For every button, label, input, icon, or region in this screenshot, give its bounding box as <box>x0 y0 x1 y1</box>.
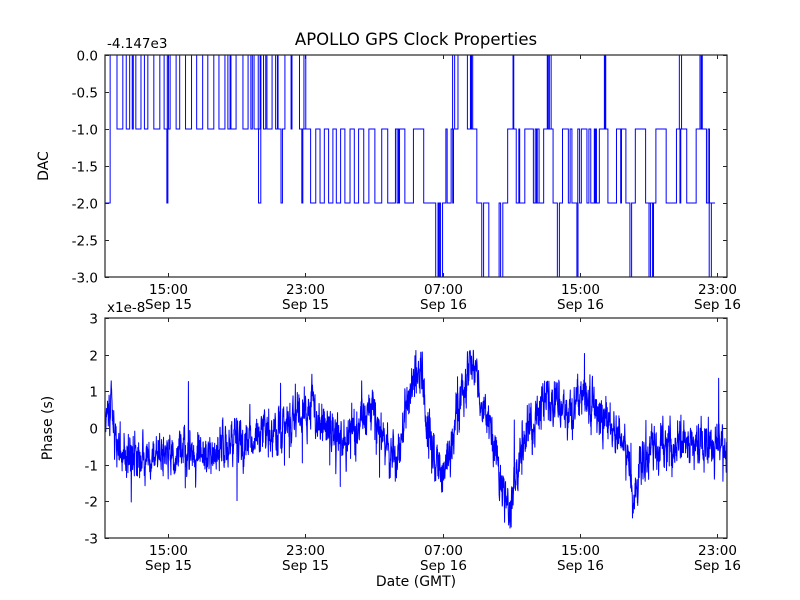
y-tick-label: -1.5 <box>72 160 98 176</box>
phase-panel: x1e-8 Phase (s) Date (GMT) 3 2 1 0 -1 -2 -3 15… <box>40 300 741 590</box>
y-tick-label: -0.5 <box>72 86 98 102</box>
phase-y-offset-label: x1e-8 <box>107 300 145 316</box>
x-tick-label-time: 15:00 <box>149 282 188 298</box>
y-tick-label: -3.0 <box>72 271 98 287</box>
phase-noise-trace <box>104 349 728 529</box>
x-tick-label-date: Sep 16 <box>420 558 467 574</box>
dac-y-axis-label: DAC <box>36 151 52 181</box>
y-tick-label: -2.0 <box>72 197 98 213</box>
x-tick-label-date: Sep 16 <box>694 297 741 313</box>
x-tick-label-date: Sep 15 <box>145 558 192 574</box>
x-tick-label-date: Sep 15 <box>282 297 329 313</box>
y-tick-label: 0 <box>89 422 98 438</box>
phase-y-tick-labels: 3 2 1 0 -1 -2 -3 <box>85 312 98 548</box>
dac-y-tick-labels: 0.0 -0.5 -1.0 -1.5 -2.0 -2.5 -3.0 <box>72 49 98 287</box>
x-tick-label-date: Sep 16 <box>420 297 467 313</box>
phase-trace-group <box>104 349 728 529</box>
x-tick-label-time: 15:00 <box>149 543 188 559</box>
x-tick-label-date: Sep 16 <box>694 558 741 574</box>
x-tick-label-time: 15:00 <box>561 282 600 298</box>
x-tick-label-time: 07:00 <box>424 543 463 559</box>
y-tick-label: -3 <box>85 532 98 548</box>
x-tick-label-date: Sep 16 <box>557 558 604 574</box>
y-tick-label: 3 <box>89 312 98 328</box>
x-tick-label-time: 23:00 <box>286 543 325 559</box>
x-tick-label-date: Sep 15 <box>282 558 329 574</box>
y-tick-label: -1 <box>85 459 98 475</box>
page-title: APOLLO GPS Clock Properties <box>295 30 537 49</box>
dac-y-offset-label: -4.147e3 <box>107 36 167 52</box>
y-tick-label: 0.0 <box>77 49 98 65</box>
phase-x-axis-label: Date (GMT) <box>376 574 456 590</box>
x-tick-label-time: 23:00 <box>286 282 325 298</box>
x-tick-label-time: 23:00 <box>698 543 737 559</box>
x-tick-label-date: Sep 15 <box>145 297 192 313</box>
x-tick-label-date: Sep 16 <box>557 297 604 313</box>
y-tick-label: -1.0 <box>72 123 98 139</box>
dac-plot-area <box>105 55 727 277</box>
dac-panel: APOLLO GPS Clock Properties -4.147e3 DAC… <box>36 30 741 313</box>
y-tick-label: -2.5 <box>72 234 98 250</box>
x-tick-label-time: 23:00 <box>698 282 737 298</box>
y-tick-label: 1 <box>89 385 98 401</box>
y-tick-label: -2 <box>85 495 98 511</box>
y-tick-label: 2 <box>89 349 98 365</box>
phase-y-axis-label: Phase (s) <box>40 396 56 460</box>
phase-axes-frame <box>104 317 728 539</box>
x-tick-label-time: 07:00 <box>424 282 463 298</box>
dac-axes-frame <box>104 54 728 278</box>
x-tick-label-time: 15:00 <box>561 543 600 559</box>
